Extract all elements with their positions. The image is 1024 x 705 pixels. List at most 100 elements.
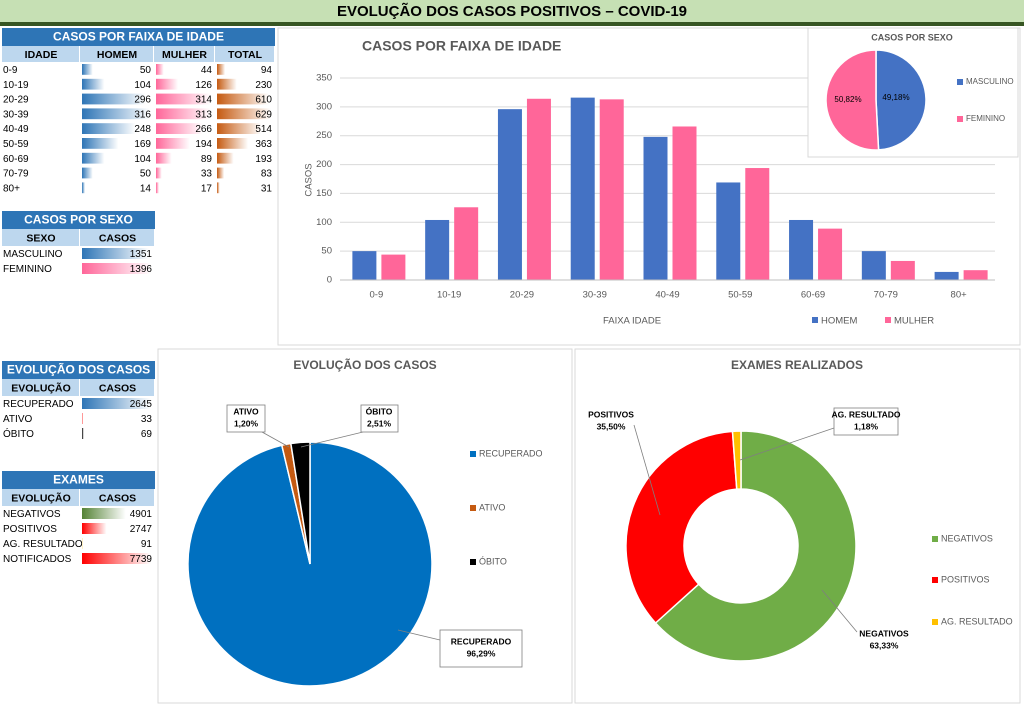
legend-label: FEMININO — [966, 114, 1005, 123]
table-header: CASOS — [99, 382, 136, 394]
chart-title: CASOS POR FAIXA DE IDADE — [362, 38, 561, 54]
data-bar — [156, 64, 164, 75]
y-tick-label: 150 — [316, 188, 332, 199]
header-bar — [0, 0, 1024, 22]
leader-line — [261, 431, 290, 448]
data-label: 1,18% — [854, 421, 879, 431]
table-header: HOMEM — [97, 49, 138, 61]
legend-swatch — [932, 577, 938, 583]
table-header-bg — [2, 229, 79, 246]
legend-swatch — [812, 317, 818, 323]
label-box — [833, 407, 899, 436]
data-bar — [82, 523, 107, 534]
data-bar — [82, 138, 119, 149]
data-bar — [156, 167, 162, 179]
table-header: EVOLUÇÃO — [11, 381, 71, 394]
x-axis-label: FAIXA IDADE — [603, 316, 661, 327]
leader-line — [397, 629, 441, 641]
data-label: 35,50% — [597, 421, 626, 431]
bar — [745, 168, 770, 280]
legend-swatch — [932, 536, 938, 542]
table-cell: 70-79 — [3, 169, 29, 180]
bar — [497, 109, 522, 280]
table-cell: 316 — [134, 109, 151, 120]
table-title: EVOLUÇÃO DOS CASOS — [7, 362, 150, 377]
table-header-bg — [2, 379, 79, 396]
table-cell: 1351 — [130, 249, 153, 260]
data-bar — [217, 138, 249, 149]
data-label: 49,18% — [882, 93, 909, 102]
table-cell: 266 — [195, 124, 212, 135]
x-tick-label: 80+ — [951, 290, 968, 301]
bar — [570, 97, 595, 280]
data-bar — [156, 78, 179, 90]
data-bar — [156, 152, 172, 164]
data-bar — [82, 538, 83, 549]
table-cell: 33 — [141, 414, 153, 425]
data-bar — [217, 182, 220, 194]
leader-line — [633, 424, 661, 516]
table-header: CASOS — [99, 232, 136, 244]
table-title-bg — [2, 361, 155, 379]
label-box — [439, 629, 523, 668]
table-header: SEXO — [26, 232, 55, 244]
bar — [526, 98, 551, 280]
header-rule — [0, 22, 1024, 26]
x-tick-label: 20-29 — [510, 290, 534, 301]
chart-title: EVOLUÇÃO DOS CASOS — [293, 357, 436, 372]
table-cell: 4901 — [130, 509, 153, 520]
table-cell: FEMININO — [3, 264, 52, 275]
data-bar — [217, 152, 234, 164]
table-header-bg — [80, 489, 154, 506]
legend-label: AG. RESULTADO — [941, 616, 1013, 626]
legend-swatch — [470, 451, 476, 457]
table-title-bg — [2, 28, 275, 46]
data-label-category: ÓBITO — [366, 405, 393, 416]
bar — [599, 99, 624, 281]
data-label: 1,20% — [234, 418, 259, 428]
data-bar — [217, 64, 226, 75]
data-bar — [217, 78, 237, 90]
data-bar — [156, 93, 211, 105]
table-cell: 2645 — [130, 399, 153, 410]
data-label: 50,82% — [834, 95, 861, 104]
donut-slice — [654, 430, 857, 662]
data-bar — [156, 108, 211, 120]
y-tick-label: 250 — [316, 130, 332, 141]
bar — [425, 219, 450, 280]
table-header-bg — [2, 46, 79, 62]
y-tick-label: 300 — [316, 101, 332, 112]
table-cell: 363 — [255, 139, 272, 150]
table-cell: 1396 — [130, 264, 153, 275]
table-cell: 193 — [255, 154, 272, 165]
table-cell: 10-19 — [3, 80, 29, 91]
table-header-bg — [80, 379, 154, 396]
donut-slice — [731, 430, 742, 490]
data-label-category: NEGATIVOS — [859, 628, 909, 638]
data-label-category: POSITIVOS — [588, 409, 634, 419]
leader-line — [821, 589, 858, 633]
data-bar — [82, 167, 93, 179]
data-bar — [82, 398, 151, 409]
data-bar — [217, 93, 270, 105]
table-cell: 629 — [255, 109, 272, 120]
table-header-bg — [80, 229, 154, 246]
legend-swatch — [957, 79, 963, 85]
data-bar — [82, 553, 151, 564]
legend-label: MULHER — [894, 316, 934, 327]
table-cell: 104 — [134, 80, 151, 91]
leader-line — [300, 431, 364, 448]
data-bar — [82, 428, 84, 439]
table-header-bg — [80, 46, 153, 62]
table-title-bg — [2, 471, 155, 489]
table-cell: 60-69 — [3, 154, 29, 165]
leader-line — [739, 427, 835, 461]
x-tick-label: 50-59 — [728, 290, 752, 301]
data-label-category: AG. RESULTADO — [831, 409, 900, 419]
data-bar — [156, 138, 190, 149]
table-cell: 248 — [134, 124, 151, 135]
x-tick-label: 40-49 — [655, 290, 679, 301]
data-label-category: ATIVO — [233, 406, 259, 416]
table-cell: 7739 — [130, 554, 153, 565]
